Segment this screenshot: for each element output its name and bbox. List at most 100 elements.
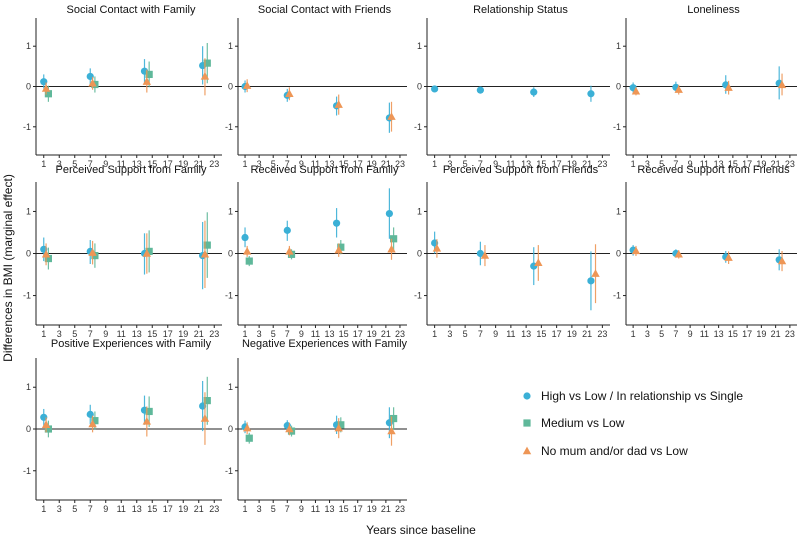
x-tick-label: 17	[353, 159, 363, 169]
data-point	[674, 249, 683, 258]
series-nomum	[41, 220, 210, 288]
x-tick-label: 21	[194, 504, 204, 514]
y-tick-label: 1	[26, 206, 31, 216]
x-tick-label: 5	[659, 329, 664, 339]
x-tick-label: 15	[536, 329, 546, 339]
series-high	[40, 380, 207, 432]
data-point	[91, 417, 99, 425]
x-tick-label: 11	[700, 329, 709, 339]
x-tick-label: 21	[194, 329, 204, 339]
x-tick-label: 7	[88, 329, 93, 339]
legend-marker	[523, 392, 531, 400]
data-point	[41, 420, 51, 429]
series-medium	[245, 227, 398, 267]
x-tick-label: 19	[367, 504, 377, 514]
legend: High vs Low / In relationship vs Single M…	[522, 389, 743, 458]
x-tick-label: 9	[299, 504, 304, 514]
y-tick-label: 0	[228, 82, 233, 92]
x-tick-label: 15	[728, 159, 738, 169]
data-point	[41, 249, 51, 258]
x-tick-label: 7	[478, 159, 483, 169]
data-point	[724, 253, 733, 261]
series-high	[241, 188, 393, 248]
x-tick-label: 9	[103, 504, 108, 514]
y-tick-label: 0	[228, 249, 233, 259]
data-point	[587, 277, 595, 285]
x-tick-label: 13	[521, 159, 531, 169]
x-tick-label: 9	[493, 329, 498, 339]
x-tick-label: 19	[756, 159, 766, 169]
x-tick-label: 1	[243, 329, 248, 339]
data-point	[534, 258, 543, 266]
x-tick-label: 3	[645, 159, 650, 169]
series-high	[431, 231, 595, 311]
x-tick-label: 9	[103, 329, 108, 339]
x-tick-label: 23	[597, 329, 607, 339]
data-point	[142, 417, 152, 425]
x-tick-label: 11	[117, 329, 126, 339]
panel-title: Perceived Support from Friends	[443, 164, 599, 176]
x-tick-label: 19	[178, 504, 188, 514]
data-point	[777, 80, 787, 89]
x-tick-label: 11	[311, 504, 320, 514]
y-tick-label: 0	[417, 249, 422, 259]
x-tick-label: 21	[771, 159, 781, 169]
data-point	[283, 226, 291, 234]
data-point	[241, 233, 249, 242]
series-high	[431, 85, 595, 102]
data-point	[390, 414, 398, 423]
data-point	[242, 423, 252, 432]
x-tick-label: 23	[209, 504, 219, 514]
data-point	[334, 245, 343, 254]
data-point	[332, 219, 341, 227]
x-tick-label: 19	[756, 329, 766, 339]
y-tick-label: 1	[228, 206, 233, 216]
legend-marker	[523, 419, 531, 427]
data-point	[145, 247, 153, 255]
y-tick-label: 1	[417, 206, 422, 216]
y-tick-label: 1	[616, 206, 621, 216]
y-tick-label: 0	[228, 424, 233, 434]
y-tick-label: 0	[616, 82, 621, 92]
legend-item-medium: Medium vs Low	[523, 416, 625, 430]
series-nomum	[631, 245, 787, 272]
y-tick-label: -1	[613, 122, 621, 132]
x-tick-label: 1	[243, 159, 248, 169]
x-tick-label: 15	[147, 504, 157, 514]
data-point	[203, 241, 211, 249]
legend-label: Medium vs Low	[541, 416, 625, 430]
x-tick-label: 5	[659, 159, 664, 169]
x-tick-label: 17	[163, 329, 173, 339]
panel-title: Negative Experiences with Family	[242, 338, 408, 350]
data-point	[334, 100, 343, 108]
data-point	[724, 83, 733, 91]
x-tick-label: 1	[41, 329, 46, 339]
data-point	[337, 421, 345, 429]
y-axis-label: Differences in BMI (marginal effect)	[1, 174, 15, 362]
x-tick-label: 5	[271, 159, 276, 169]
x-tick-label: 19	[367, 159, 377, 169]
x-tick-label: 23	[395, 504, 405, 514]
x-tick-label: 11	[506, 159, 515, 169]
y-tick-label: -1	[23, 466, 31, 476]
series-nomum	[41, 58, 210, 96]
x-tick-label: 13	[325, 329, 335, 339]
legend-label: No mum and/or dad vs Low	[541, 444, 688, 458]
data-point	[387, 244, 396, 253]
x-tick-label: 19	[178, 329, 188, 339]
x-tick-label: 9	[299, 159, 304, 169]
x-tick-label: 5	[72, 159, 77, 169]
y-tick-label: -1	[225, 122, 233, 132]
series-high	[241, 80, 393, 133]
x-tick-label: 21	[771, 329, 781, 339]
data-point	[777, 256, 787, 265]
x-tick-label: 9	[103, 159, 108, 169]
x-tick-label: 5	[463, 159, 468, 169]
panel-title: Positive Experiences with Family	[51, 338, 212, 350]
data-point	[285, 424, 294, 433]
